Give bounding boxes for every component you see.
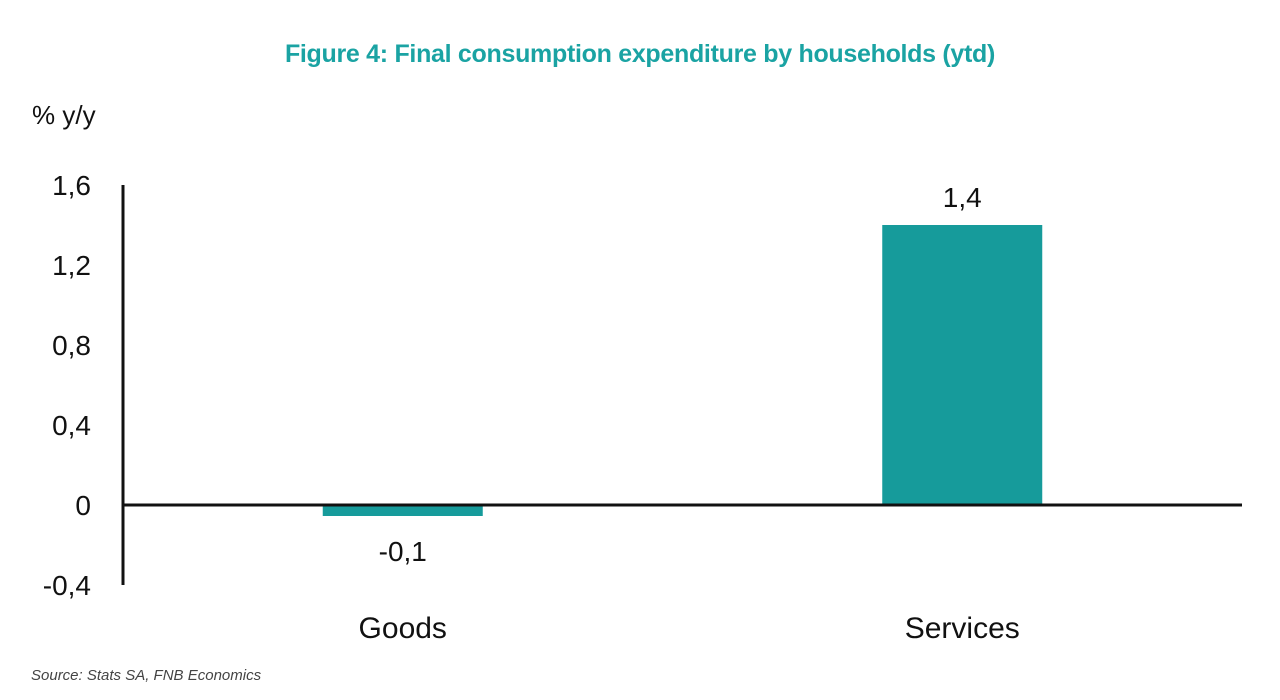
chart-title: Figure 4: Final consumption expenditure …: [284, 40, 996, 68]
y-axis-label: % y/y: [32, 100, 96, 130]
y-tick-label: 0,4: [52, 410, 91, 441]
data-label: -0,1: [379, 536, 427, 567]
y-tick-label: 0: [75, 490, 91, 521]
y-tick-label: 1,2: [52, 250, 91, 281]
source-note: Source: Stats SA, FNB Economics: [31, 667, 262, 684]
data-label: 1,4: [943, 182, 982, 213]
y-tick-label: -0,4: [43, 570, 91, 601]
x-category-label: Services: [905, 612, 1020, 645]
bar-goods: [322, 505, 483, 516]
y-tick-label: 0,8: [52, 330, 91, 361]
bar-services: [882, 225, 1043, 505]
x-category-label: Goods: [359, 612, 447, 645]
y-tick-label: 1,6: [52, 170, 91, 201]
